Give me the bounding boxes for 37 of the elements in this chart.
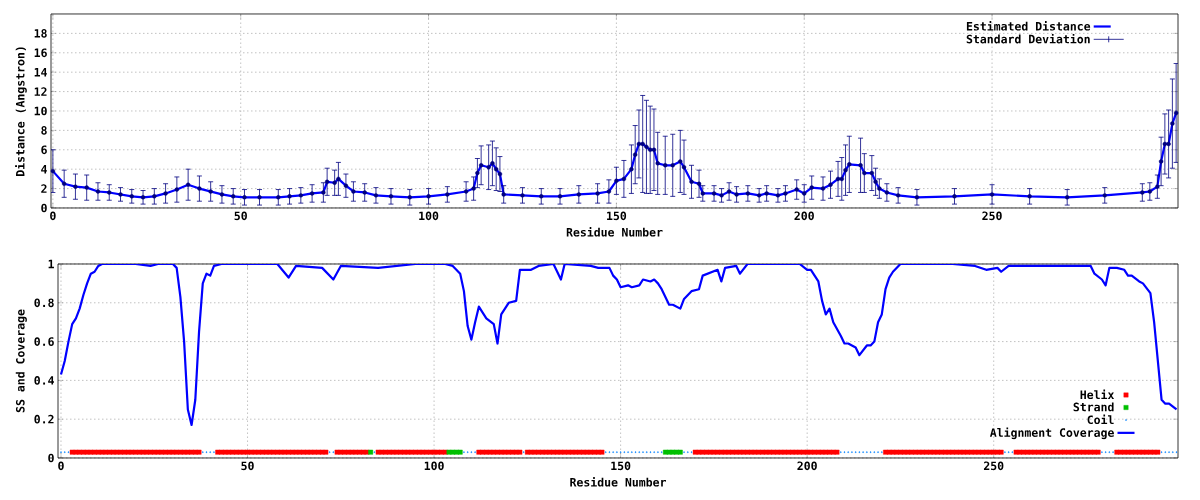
- x-tick-label: 200: [797, 461, 817, 471]
- y-tick-label: 2: [41, 184, 47, 193]
- legend-label: Standard Deviation: [966, 33, 1090, 44]
- x-tick-label: 0: [58, 461, 64, 471]
- y-axis-title: Distance (Angstron): [15, 47, 27, 176]
- x-tick-label: 50: [241, 461, 254, 471]
- x-tick-label: 250: [983, 461, 1004, 471]
- x-tick-label: 250: [982, 211, 1002, 221]
- y-tick-label: 10: [34, 106, 47, 116]
- y-tick-label: 12: [34, 87, 47, 96]
- x-axis-title: Residue Number: [566, 227, 663, 237]
- x-tick-label: 150: [607, 211, 627, 221]
- legend-label: Helix: [1080, 389, 1115, 400]
- x-tick-label: 150: [611, 461, 631, 471]
- y-tick-label: 16: [34, 48, 47, 58]
- x-tick-label: 200: [794, 211, 814, 221]
- y-tick-label: 14: [34, 67, 47, 77]
- y-tick-label: 0.8: [34, 298, 54, 308]
- legend-label: Coil: [1087, 414, 1114, 425]
- y-tick-label: 0: [41, 203, 47, 213]
- y-tick-label: 8: [41, 126, 47, 135]
- y-tick-label: 0.2: [34, 414, 54, 424]
- legend-label: Alignment Coverage: [989, 427, 1114, 440]
- legend-label: Strand: [1073, 402, 1114, 412]
- y-tick-label: 4: [41, 164, 47, 174]
- x-tick-label: 100: [424, 461, 444, 471]
- y-tick-label: 6: [41, 145, 47, 155]
- x-axis-title: Residue Number: [570, 477, 667, 487]
- y-tick-label: 1: [48, 259, 54, 269]
- x-tick-label: 50: [234, 211, 247, 221]
- x-tick-label: 100: [419, 211, 439, 221]
- legend-label: Estimated Distance: [966, 21, 1091, 31]
- y-tick-label: 0: [48, 453, 54, 463]
- y-tick-label: 0.6: [34, 337, 54, 346]
- y-axis-title: SS and Coverage: [15, 309, 27, 413]
- y-tick-label: 0.4: [34, 376, 54, 385]
- y-tick-label: 18: [34, 29, 47, 38]
